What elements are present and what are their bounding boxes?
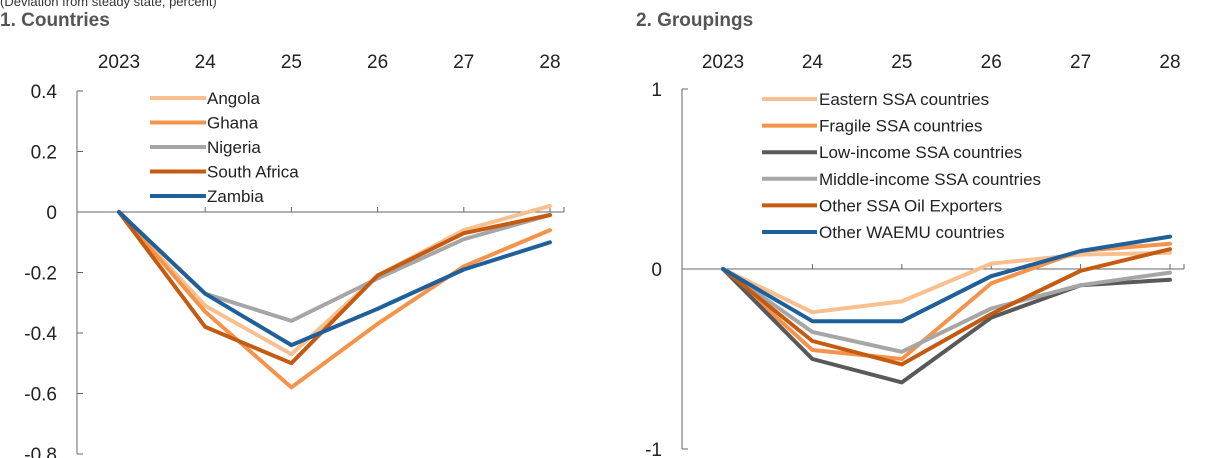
- y-tick-label: 0: [651, 260, 662, 281]
- legend-label: Low-income SSA countries: [819, 143, 1022, 162]
- y-tick-label: -0.2: [24, 264, 57, 285]
- series-line: [721, 267, 1172, 354]
- y-tick-label: 0.2: [31, 143, 57, 164]
- legend-label: Other WAEMU countries: [819, 223, 1004, 242]
- legend-label: Ghana: [207, 114, 259, 133]
- series-line: [117, 210, 552, 348]
- chart-subtitle: (Deviation from steady state, percent): [0, 0, 217, 9]
- series-line: [117, 210, 552, 366]
- y-tick-label: -0.4: [24, 324, 57, 345]
- panel-title: 1. Countries: [0, 10, 110, 31]
- x-tick-label: 28: [1159, 52, 1180, 73]
- x-tick-label: 25: [891, 52, 912, 73]
- panel-title: 2. Groupings: [636, 10, 754, 31]
- series-line: [721, 247, 1172, 367]
- y-tick-label: 1: [651, 80, 662, 101]
- x-tick-label: 2023: [98, 52, 140, 73]
- legend-label: Eastern SSA countries: [819, 90, 989, 109]
- series-line: [721, 234, 1172, 324]
- legend-label: Fragile SSA countries: [819, 117, 982, 136]
- legend-label: Nigeria: [207, 138, 261, 157]
- y-tick-label: -0.6: [24, 385, 57, 406]
- legend-label: Other SSA Oil Exporters: [819, 196, 1002, 215]
- groupings-line-chart: 1 0 -1 2023 24 25 26 27 28 Eastern SSA countries F…: [645, 52, 1185, 458]
- x-tick-label: 26: [367, 52, 388, 73]
- y-tick-label: 0.4: [31, 82, 58, 103]
- legend-label: Middle-income SSA countries: [819, 170, 1041, 189]
- series-line: [721, 250, 1172, 315]
- legend-label: Angola: [207, 89, 260, 108]
- y-tick-label: -1: [645, 440, 662, 458]
- series-line: [117, 210, 552, 390]
- legend-label: South Africa: [207, 163, 299, 182]
- y-tick-label: 0: [46, 203, 57, 224]
- x-tick-label: 2023: [702, 52, 744, 73]
- x-tick-label: 26: [981, 52, 1002, 73]
- x-tick-label: 27: [453, 52, 474, 73]
- legend-label: Zambia: [207, 187, 264, 206]
- x-tick-label: 27: [1070, 52, 1091, 73]
- x-tick-label: 24: [195, 52, 217, 73]
- x-tick-label: 24: [802, 52, 824, 73]
- series-line: [721, 267, 1172, 385]
- y-tick-label: -0.8: [24, 445, 57, 458]
- countries-line-chart: 0.4 0.2 0 -0.2 -0.4 -0.6 -0.8 2023 24 25 26 27 28 Ang…: [24, 52, 565, 458]
- x-tick-label: 28: [539, 52, 560, 73]
- series-line: [117, 203, 552, 357]
- x-tick-label: 25: [281, 52, 302, 73]
